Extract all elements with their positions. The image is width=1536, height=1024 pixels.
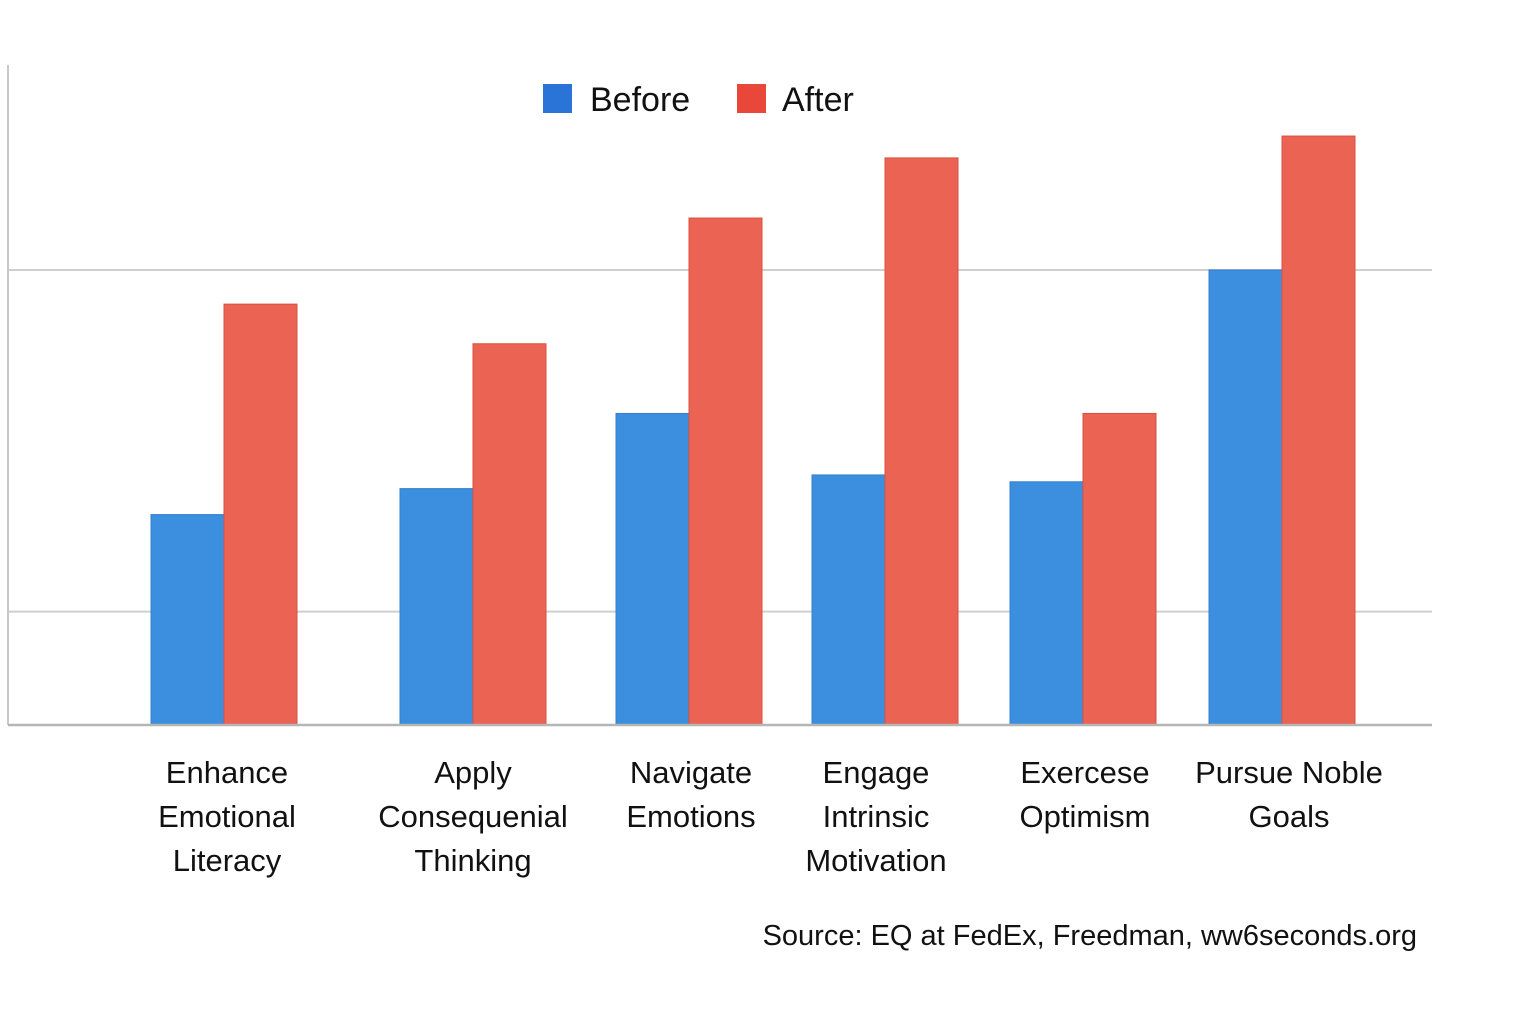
bar-after-5 (1281, 135, 1356, 726)
category-label-1-line-0: Apply (434, 755, 512, 790)
legend-swatch-before (543, 84, 572, 113)
bar-before-4 (1009, 481, 1084, 726)
category-label-1: Apply Consequenial Thinking (378, 755, 568, 878)
category-label-0-line-2: Literacy (173, 843, 282, 878)
category-label-0-line-1: Emotional (158, 799, 296, 834)
category-labels: Enhance Emotional Literacy Apply Consequenia… (158, 755, 1383, 878)
legend: Before After (543, 81, 854, 119)
legend-label-after: After (782, 81, 854, 119)
bar-before-5 (1208, 269, 1283, 726)
bar-after-3 (884, 157, 959, 726)
category-label-2-line-1: Emotions (626, 799, 755, 834)
bar-after-1 (472, 343, 547, 726)
source-note: Source: EQ at FedEx, Freedman, ww6second… (763, 920, 1417, 952)
legend-swatch-after (737, 84, 766, 113)
bar-before-1 (399, 488, 474, 726)
bar-after-4 (1082, 412, 1157, 726)
bars (150, 135, 1356, 726)
category-label-1-line-1: Consequenial (378, 799, 568, 834)
category-label-4-line-1: Optimism (1020, 799, 1151, 834)
category-label-4-line-0: Exercese (1020, 755, 1149, 790)
bar-after-0 (223, 303, 298, 726)
category-label-0-line-0: Enhance (166, 755, 288, 790)
category-label-0: Enhance Emotional Literacy (158, 755, 296, 878)
category-label-5-line-0: Pursue Noble (1195, 755, 1383, 790)
category-label-3-line-2: Motivation (805, 843, 946, 878)
category-label-3-line-0: Engage (823, 755, 930, 790)
bar-before-0 (150, 514, 225, 726)
bar-after-2 (688, 217, 763, 726)
category-label-4: Exercese Optimism (1020, 755, 1151, 834)
bar-before-3 (811, 474, 886, 726)
category-label-1-line-2: Thinking (414, 843, 531, 878)
bar-before-2 (615, 412, 690, 726)
category-label-3: Engage Intrinsic Motivation (805, 755, 946, 878)
category-label-5-line-1: Goals (1249, 799, 1330, 834)
legend-label-before: Before (590, 81, 690, 119)
category-label-2: Navigate Emotions (626, 755, 755, 834)
category-label-3-line-1: Intrinsic (823, 799, 930, 834)
category-label-2-line-0: Navigate (630, 755, 752, 790)
category-label-5: Pursue Noble Goals (1195, 755, 1383, 834)
